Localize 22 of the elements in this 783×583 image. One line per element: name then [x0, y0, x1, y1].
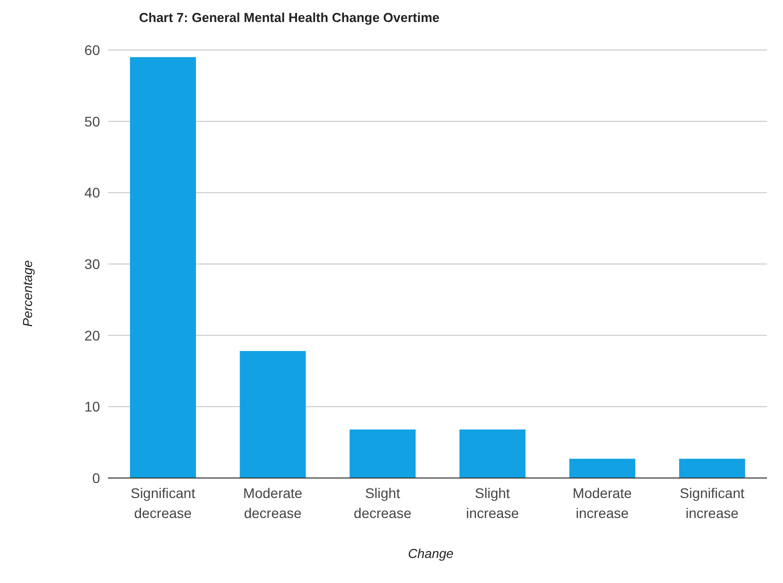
y-tick-label: 40: [84, 184, 100, 201]
chart-title: Chart 7: General Mental Health Change Overtime: [139, 10, 440, 25]
bar: [459, 429, 526, 478]
y-tick-label: 50: [84, 113, 100, 130]
x-tick-label: Moderate increase: [572, 485, 632, 521]
bar: [130, 57, 196, 478]
y-tick-label: 30: [84, 256, 100, 272]
y-tick-label: 20: [84, 327, 100, 344]
y-tick-label: 60: [84, 42, 100, 58]
bar: [679, 458, 746, 478]
bar: [350, 429, 416, 478]
x-axis-title: Change: [408, 546, 454, 561]
y-tick-label: 10: [84, 398, 100, 415]
x-tick-label: Moderate decrease: [243, 485, 303, 521]
x-tick-label: Slight increase: [466, 485, 520, 521]
x-tick-label: Slight decrease: [354, 485, 412, 521]
x-tick-label: Significant increase: [680, 485, 744, 521]
y-axis-title: Percentage: [20, 260, 34, 326]
y-tick-label: 0: [92, 470, 100, 486]
bar: [569, 458, 636, 478]
x-tick-label: Significant decrease: [130, 485, 196, 521]
bar: [240, 351, 306, 478]
